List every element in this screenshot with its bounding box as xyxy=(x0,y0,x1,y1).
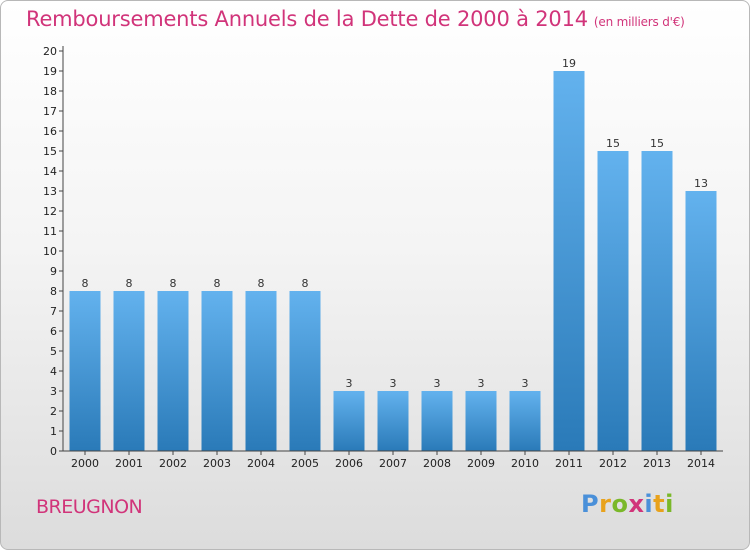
y-tick-label: 14 xyxy=(43,165,57,178)
bar-2008 xyxy=(421,391,453,451)
y-tick-label: 15 xyxy=(43,145,57,158)
data-label-2010: 3 xyxy=(522,377,529,390)
bar-2005 xyxy=(289,291,321,451)
x-tick-label: 2014 xyxy=(687,457,715,470)
data-label-2012: 15 xyxy=(606,137,620,150)
data-label-2009: 3 xyxy=(478,377,485,390)
y-tick-label: 4 xyxy=(50,365,57,378)
bar-2000 xyxy=(69,291,101,451)
y-tick-label: 12 xyxy=(43,205,57,218)
bar-2007 xyxy=(377,391,409,451)
bar-2014 xyxy=(685,191,717,451)
y-tick-label: 13 xyxy=(43,185,57,198)
x-tick-label: 2010 xyxy=(511,457,539,470)
y-tick-label: 3 xyxy=(50,385,57,398)
x-tick-label: 2001 xyxy=(115,457,143,470)
x-tick-label: 2002 xyxy=(159,457,187,470)
data-label-2011: 19 xyxy=(562,57,576,70)
data-label-2003: 8 xyxy=(214,277,221,290)
unit-label: (en milliers d'€) xyxy=(593,15,685,29)
x-tick-label: 2011 xyxy=(555,457,583,470)
y-tick-label: 1 xyxy=(50,425,57,438)
bar-2009 xyxy=(465,391,497,451)
y-tick-label: 6 xyxy=(50,325,57,338)
y-tick-label: 20 xyxy=(43,45,57,58)
bar-2011 xyxy=(553,71,585,451)
bar-2003 xyxy=(201,291,233,451)
y-tick-label: 19 xyxy=(43,65,57,78)
bar-2004 xyxy=(245,291,277,451)
data-label-2008: 3 xyxy=(434,377,441,390)
y-tick-label: 10 xyxy=(43,245,57,258)
bar-2001 xyxy=(113,291,145,451)
y-tick-label: 11 xyxy=(43,225,57,238)
data-label-2005: 8 xyxy=(302,277,309,290)
chart-title: Remboursements Annuels de la Dette de 20… xyxy=(26,7,685,31)
x-tick-label: 2004 xyxy=(247,457,275,470)
commune-name: BREUGNON xyxy=(36,496,143,518)
data-label-2007: 3 xyxy=(390,377,397,390)
data-label-2001: 8 xyxy=(126,277,133,290)
x-tick-label: 2012 xyxy=(599,457,627,470)
bar-2010 xyxy=(509,391,541,451)
x-tick-label: 2005 xyxy=(291,457,319,470)
data-label-2004: 8 xyxy=(258,277,265,290)
y-tick-label: 0 xyxy=(50,445,57,458)
data-label-2013: 15 xyxy=(650,137,664,150)
x-tick-label: 2000 xyxy=(71,457,99,470)
y-tick-label: 7 xyxy=(50,305,57,318)
y-tick-label: 18 xyxy=(43,85,57,98)
y-tick-label: 9 xyxy=(50,265,57,278)
y-tick-label: 16 xyxy=(43,125,57,138)
x-tick-label: 2007 xyxy=(379,457,407,470)
bar-2002 xyxy=(157,291,189,451)
bars: 8 8 8 8 8 8 3 3 3 3 3 19 15 15 13 xyxy=(69,57,717,451)
data-label-2014: 13 xyxy=(694,177,708,190)
bar-2012 xyxy=(597,151,629,451)
x-tick-label: 2003 xyxy=(203,457,231,470)
x-tick-label: 2008 xyxy=(423,457,451,470)
y-tick-label: 17 xyxy=(43,105,57,118)
proxiti-logo: Proxiti xyxy=(581,490,674,518)
x-tick-label: 2013 xyxy=(643,457,671,470)
bar-2006 xyxy=(333,391,365,451)
bar-2013 xyxy=(641,151,673,451)
data-label-2000: 8 xyxy=(82,277,89,290)
y-tick-label: 8 xyxy=(50,285,57,298)
x-tick-label: 2009 xyxy=(467,457,495,470)
y-tick-label: 5 xyxy=(50,345,57,358)
data-label-2002: 8 xyxy=(170,277,177,290)
data-label-2006: 3 xyxy=(346,377,353,390)
y-tick-label: 2 xyxy=(50,405,57,418)
x-axis: 2000 2001 2002 2003 2004 2005 2006 2007 2008 2009… xyxy=(63,450,723,470)
x-tick-label: 2006 xyxy=(335,457,363,470)
